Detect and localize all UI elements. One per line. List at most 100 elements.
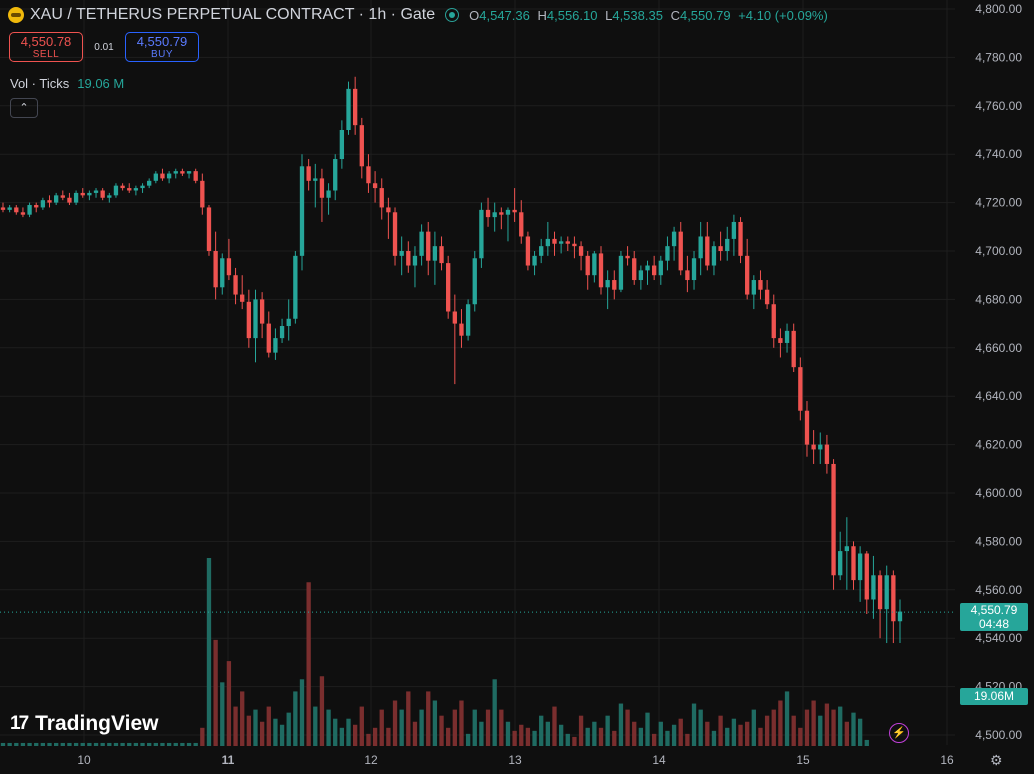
volume-bar xyxy=(273,718,278,746)
candle-body xyxy=(160,173,165,179)
candle-body xyxy=(426,231,431,261)
y-tick-label: 4,540.00 xyxy=(975,631,1022,645)
volume-bar xyxy=(459,700,464,746)
volume-bar xyxy=(226,661,232,746)
candle-body xyxy=(246,301,252,339)
candle-body xyxy=(279,326,285,339)
candle-body xyxy=(725,238,730,251)
candle-body xyxy=(439,246,444,264)
volume-bar xyxy=(286,712,291,746)
candle-body xyxy=(479,209,484,259)
volume-bar xyxy=(246,715,252,746)
candle-body xyxy=(180,171,185,174)
volume-bar xyxy=(632,721,637,746)
volume-bar xyxy=(67,742,72,746)
spread-value: 0.01 xyxy=(94,41,114,53)
volume-bar xyxy=(93,742,99,746)
candle-body xyxy=(539,246,544,256)
candle-body xyxy=(851,546,856,581)
candle-body xyxy=(771,304,776,339)
candle-body xyxy=(326,190,331,198)
candle-body xyxy=(731,221,737,239)
candle-body xyxy=(831,463,836,576)
volume-bar xyxy=(47,742,52,746)
candle-body xyxy=(386,207,391,213)
candle-body xyxy=(804,410,810,445)
volume-legend[interactable]: Vol · Ticks 19.06 M xyxy=(10,76,124,91)
volume-bar xyxy=(558,724,564,746)
candle-body xyxy=(884,575,889,610)
low-key: L xyxy=(605,7,613,23)
sell-price: 4,550.78 xyxy=(20,34,72,49)
candle-body xyxy=(60,195,65,198)
candle-body xyxy=(492,212,497,218)
candle-body xyxy=(253,299,258,339)
candle-body xyxy=(459,323,464,336)
candle-body xyxy=(864,553,869,600)
volume-bar xyxy=(844,721,850,746)
candle-body xyxy=(811,444,816,450)
candle-body xyxy=(432,246,438,261)
candle-body xyxy=(585,255,590,276)
candle-body xyxy=(671,231,677,247)
gear-icon[interactable]: ⚙ xyxy=(990,752,1003,768)
candle-body xyxy=(379,188,384,208)
candle-body xyxy=(406,251,411,266)
volume-bar xyxy=(379,709,384,746)
volume-bar xyxy=(266,706,271,746)
candle-body xyxy=(465,304,471,336)
candle-body xyxy=(552,238,557,244)
gold-coin-icon xyxy=(8,7,24,23)
candle-body xyxy=(220,258,225,288)
volume-bar xyxy=(665,730,670,746)
volume-bar xyxy=(612,730,617,746)
candle-body xyxy=(0,207,6,210)
candle-body xyxy=(80,192,85,196)
volume-bar xyxy=(851,712,856,746)
volume-bar xyxy=(625,709,630,746)
symbol-title[interactable]: XAU / TETHERUS PERPETUAL CONTRACT · 1h ·… xyxy=(30,6,436,23)
candle-body xyxy=(73,192,79,203)
volume-bar xyxy=(113,742,119,746)
volume-bar xyxy=(386,727,391,746)
volume-bar xyxy=(771,709,776,746)
volume-bar xyxy=(0,742,6,746)
tradingview-mark-icon: 17 xyxy=(10,713,29,734)
candle-body xyxy=(87,192,92,196)
candle-body xyxy=(100,190,105,198)
tradingview-logo[interactable]: 17 TradingView xyxy=(10,712,158,736)
candle-body xyxy=(784,330,790,343)
volume-bar xyxy=(545,721,551,746)
candle-body xyxy=(871,575,876,600)
volume-bar xyxy=(426,691,431,746)
candle-body xyxy=(352,88,358,126)
volume-bar xyxy=(220,682,225,746)
candle-body xyxy=(319,178,325,198)
candle-body xyxy=(519,212,524,237)
volume-bar xyxy=(412,721,418,746)
volume-bar xyxy=(293,691,298,746)
lightning-icon[interactable]: ⚡ xyxy=(889,723,909,743)
volume-bar xyxy=(512,730,517,746)
x-tick-label: 16 xyxy=(940,753,954,767)
volume-bar xyxy=(705,721,710,746)
volume-bar xyxy=(366,733,371,746)
sell-button[interactable]: 4,550.78 SELL xyxy=(9,32,83,62)
volume-bar xyxy=(592,721,597,746)
volume-bar xyxy=(718,715,723,746)
y-tick-label: 4,600.00 xyxy=(975,486,1022,500)
volume-bar xyxy=(618,703,624,746)
candle-body xyxy=(233,275,238,295)
volume-bar xyxy=(824,703,830,746)
volume-bar xyxy=(73,742,79,746)
candle-body xyxy=(346,88,351,130)
buy-button[interactable]: 4,550.79 BUY xyxy=(125,32,199,62)
collapse-legend-button[interactable]: ⌃ xyxy=(10,98,38,118)
candle-body xyxy=(286,318,291,327)
candle-body xyxy=(200,180,205,208)
y-tick-label: 4,800.00 xyxy=(975,2,1022,16)
candle-body xyxy=(844,546,850,552)
candle-body xyxy=(751,280,756,295)
volume-bar xyxy=(585,727,590,746)
